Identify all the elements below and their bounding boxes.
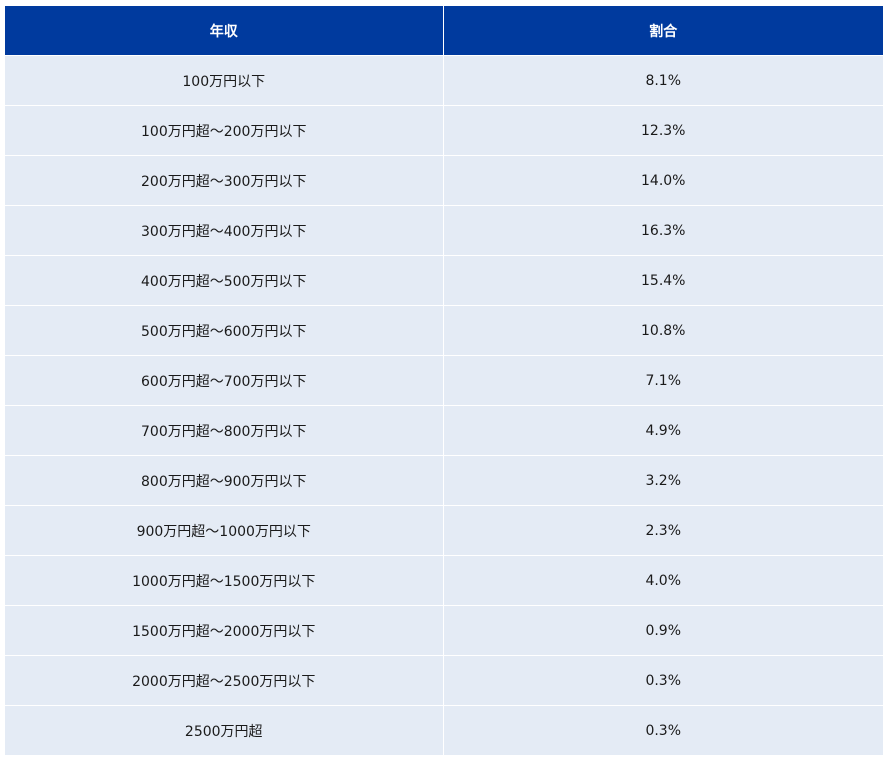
cell-income-range: 1500万円超～2000万円以下: [5, 605, 444, 656]
table-row: 2500万円超 0.3%: [5, 705, 883, 755]
cell-income-range: 1000万円超～1500万円以下: [5, 555, 444, 606]
header-row: 年収 割合: [5, 6, 883, 56]
cell-income-range: 700万円超～800万円以下: [5, 405, 444, 456]
cell-income-range: 800万円超～900万円以下: [5, 455, 444, 506]
cell-ratio: 12.3%: [443, 105, 883, 156]
cell-ratio: 0.3%: [443, 655, 883, 706]
cell-ratio: 4.0%: [443, 555, 883, 606]
cell-income-range: 300万円超～400万円以下: [5, 205, 444, 256]
table-row: 800万円超～900万円以下 3.2%: [5, 455, 883, 506]
cell-income-range: 500万円超～600万円以下: [5, 305, 444, 356]
table-row: 900万円超～1000万円以下 2.3%: [5, 505, 883, 556]
table-row: 1000万円超～1500万円以下 4.0%: [5, 555, 883, 606]
cell-income-range: 200万円超～300万円以下: [5, 155, 444, 206]
cell-ratio: 15.4%: [443, 255, 883, 306]
cell-ratio: 14.0%: [443, 155, 883, 206]
table-row: 700万円超～800万円以下 4.9%: [5, 405, 883, 456]
cell-income-range: 900万円超～1000万円以下: [5, 505, 444, 556]
table-row: 500万円超～600万円以下 10.8%: [5, 305, 883, 356]
cell-income-range: 2500万円超: [5, 705, 444, 755]
table-row: 2000万円超～2500万円以下 0.3%: [5, 655, 883, 706]
table-body: 100万円以下 8.1% 100万円超～200万円以下 12.3% 200万円超～300…: [5, 55, 883, 755]
cell-income-range: 100万円超～200万円以下: [5, 105, 444, 156]
table-row: 300万円超～400万円以下 16.3%: [5, 205, 883, 256]
table-row: 600万円超～700万円以下 7.1%: [5, 355, 883, 406]
table-row: 400万円超～500万円以下 15.4%: [5, 255, 883, 306]
cell-ratio: 10.8%: [443, 305, 883, 356]
cell-ratio: 3.2%: [443, 455, 883, 506]
cell-ratio: 2.3%: [443, 505, 883, 556]
table-row: 100万円以下 8.1%: [5, 55, 883, 106]
table-row: 200万円超～300万円以下 14.0%: [5, 155, 883, 206]
cell-income-range: 100万円以下: [5, 55, 444, 106]
header-cell-ratio: 割合: [443, 6, 883, 56]
table-header: 年収 割合: [5, 6, 883, 56]
cell-ratio: 0.9%: [443, 605, 883, 656]
table-row: 1500万円超～2000万円以下 0.9%: [5, 605, 883, 656]
cell-ratio: 16.3%: [443, 205, 883, 256]
income-distribution-table-container: 年収 割合 100万円以下 8.1% 100万円超～200万円以下 12.3% 200万…: [5, 6, 883, 755]
cell-ratio: 7.1%: [443, 355, 883, 406]
header-cell-income: 年収: [5, 6, 444, 56]
cell-ratio: 8.1%: [443, 55, 883, 106]
cell-ratio: 0.3%: [443, 705, 883, 755]
cell-ratio: 4.9%: [443, 405, 883, 456]
cell-income-range: 400万円超～500万円以下: [5, 255, 444, 306]
cell-income-range: 2000万円超～2500万円以下: [5, 655, 444, 706]
cell-income-range: 600万円超～700万円以下: [5, 355, 444, 406]
table-row: 100万円超～200万円以下 12.3%: [5, 105, 883, 156]
income-distribution-table: 年収 割合 100万円以下 8.1% 100万円超～200万円以下 12.3% 200万…: [5, 6, 883, 755]
